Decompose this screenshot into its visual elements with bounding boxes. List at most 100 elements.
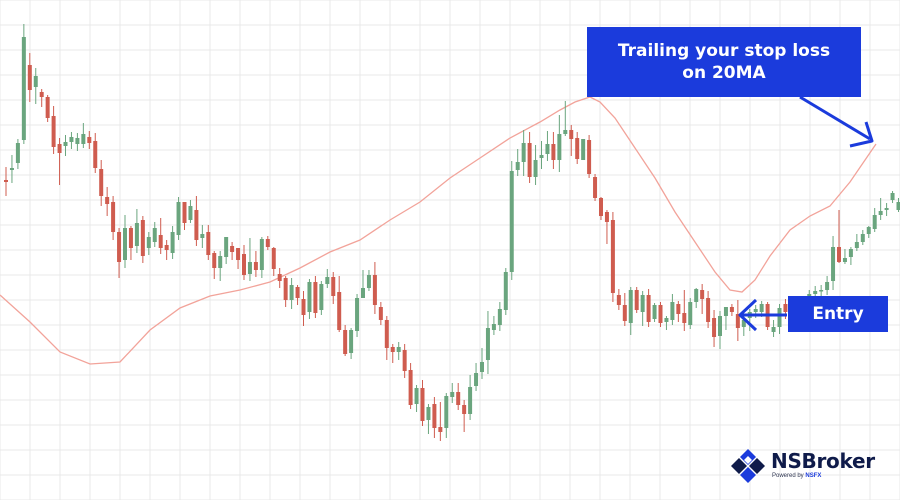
candle-body: [866, 227, 871, 234]
candle-body: [170, 232, 175, 253]
candle-body: [307, 282, 312, 312]
candle-body: [206, 232, 211, 255]
candle-body: [75, 138, 80, 144]
candle: [616, 289, 621, 310]
candle-body: [759, 304, 764, 312]
candle: [337, 276, 342, 332]
candle-body: [247, 262, 252, 274]
candle: [533, 145, 538, 185]
candle-body: [200, 234, 205, 238]
candle-body: [277, 274, 282, 281]
candle-body: [842, 258, 847, 262]
candle-body: [813, 291, 818, 294]
candle-body: [700, 290, 705, 299]
candle-body: [349, 330, 354, 353]
candle: [521, 130, 526, 176]
candle: [551, 132, 556, 169]
candle: [688, 298, 693, 329]
candle-body: [622, 305, 627, 321]
candle: [771, 320, 776, 337]
candle: [259, 237, 264, 278]
candle-body: [610, 220, 615, 293]
candle-body: [509, 171, 514, 272]
candle-body: [51, 116, 56, 147]
candle: [860, 230, 865, 245]
candle-body: [432, 404, 437, 428]
candle: [343, 325, 348, 356]
candle: [57, 138, 62, 185]
candle-body: [503, 272, 508, 310]
stop-loss-callout-line1: Trailing your stop loss: [617, 41, 831, 61]
candle: [509, 161, 514, 280]
candle: [313, 276, 318, 318]
candle: [331, 272, 336, 304]
candle-body: [93, 141, 98, 168]
candle: [117, 228, 122, 278]
brand-name: NSBroker: [771, 449, 875, 473]
candle-body: [319, 284, 324, 310]
candle: [485, 311, 490, 374]
candle-body: [408, 370, 413, 405]
candle-body: [593, 177, 598, 198]
candle-body: [872, 215, 877, 229]
candle-body: [783, 304, 788, 312]
candle-body: [753, 309, 758, 312]
candle: [872, 208, 877, 232]
candle-body: [188, 206, 193, 220]
candle-body: [212, 253, 217, 268]
candle: [378, 302, 383, 325]
stop-loss-callout: Trailing your stop loss on 20MA: [587, 27, 861, 97]
candle: [474, 363, 479, 391]
candle-body: [462, 405, 467, 414]
arrow-entry-head: [738, 298, 758, 332]
candle: [848, 247, 853, 265]
candle: [206, 225, 211, 260]
candle: [896, 198, 900, 212]
candle: [277, 268, 282, 288]
candle-body: [575, 138, 580, 159]
candle: [140, 216, 145, 263]
candle-body: [402, 350, 407, 371]
candle: [545, 131, 550, 161]
candle-body: [640, 295, 645, 312]
brand-tagline-prefix: Powered by: [772, 473, 804, 479]
candle-body: [105, 197, 110, 204]
candle-body: [420, 388, 425, 421]
candle: [402, 344, 407, 378]
candle: [152, 222, 157, 247]
candle: [837, 210, 841, 263]
candle-body: [604, 212, 609, 222]
candle: [884, 203, 889, 216]
candle-body: [694, 289, 699, 302]
candle-body: [4, 180, 8, 182]
candle: [87, 131, 92, 149]
candle-body: [848, 249, 853, 257]
candle: [610, 212, 615, 302]
candle: [706, 291, 711, 328]
ma20-line: [0, 96, 877, 365]
arrow-stop-loss-head: [849, 121, 874, 148]
candle-body: [265, 239, 270, 247]
candle: [729, 304, 734, 316]
brand-tagline-brand: NSFX: [805, 473, 822, 479]
candle-body: [551, 144, 556, 160]
candle-body: [176, 202, 181, 235]
candle: [355, 294, 360, 337]
candle-body: [396, 347, 401, 352]
candle: [253, 251, 258, 277]
candle: [4, 167, 8, 196]
candle-body: [39, 92, 44, 97]
candle: [575, 132, 580, 164]
candle: [456, 383, 461, 410]
candle: [503, 268, 508, 315]
candle: [146, 232, 151, 255]
candle-body: [33, 76, 38, 87]
candle: [366, 270, 371, 291]
candle-body: [384, 320, 389, 348]
candle: [842, 249, 847, 264]
candle: [408, 363, 413, 409]
candle: [527, 132, 532, 183]
candle: [390, 344, 395, 363]
candle: [9, 155, 14, 183]
